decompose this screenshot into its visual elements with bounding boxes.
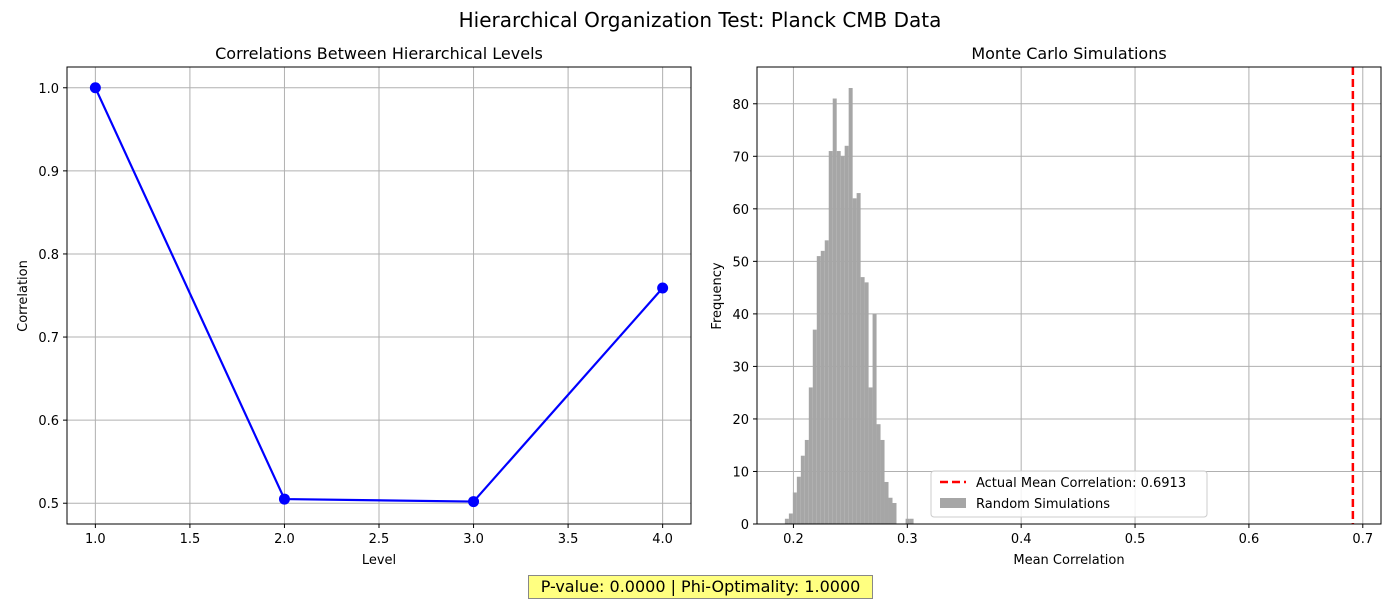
figure-title: Hierarchical Organization Test: Planck C… <box>458 8 942 32</box>
correlation-point <box>468 496 480 508</box>
correlation-point <box>278 493 290 505</box>
left-series <box>89 82 669 508</box>
left-x-axis-label: Level <box>362 553 396 568</box>
left-x-tick-label: 1.0 <box>85 532 106 547</box>
left-y-axis-label: Correlation <box>16 260 31 332</box>
stats-footer: P-value: 0.0000 | Phi-Optimality: 1.0000 <box>528 575 873 599</box>
left-ticks: 1.0 1.5 2.0 2.5 3.0 3.5 4.0 0.5 0.6 0.7 0.8 0.9 1.0 <box>38 82 673 547</box>
correlation-point <box>657 282 669 294</box>
left-y-tick-label: 0.6 <box>38 414 59 429</box>
left-chart-title: Correlations Between Hierarchical Levels <box>215 44 543 63</box>
left-x-tick-label: 3.5 <box>558 532 579 547</box>
correlation-line <box>94 87 664 503</box>
left-y-tick-label: 0.5 <box>38 497 59 512</box>
left-y-tick-label: 1.0 <box>38 82 59 97</box>
left-grid <box>67 67 691 524</box>
left-axes-frame <box>66 66 692 525</box>
left-y-tick-label: 0.8 <box>38 248 59 263</box>
left-x-tick-label: 2.5 <box>369 532 390 547</box>
left-x-tick-label: 3.0 <box>463 532 484 547</box>
left-x-tick-label: 1.5 <box>180 532 201 547</box>
correlation-point <box>89 82 101 94</box>
left-x-tick-label: 4.0 <box>652 532 673 547</box>
left-x-tick-label: 2.0 <box>274 532 295 547</box>
left-y-tick-label: 0.9 <box>38 165 59 180</box>
left-y-tick-label: 0.7 <box>38 331 59 346</box>
